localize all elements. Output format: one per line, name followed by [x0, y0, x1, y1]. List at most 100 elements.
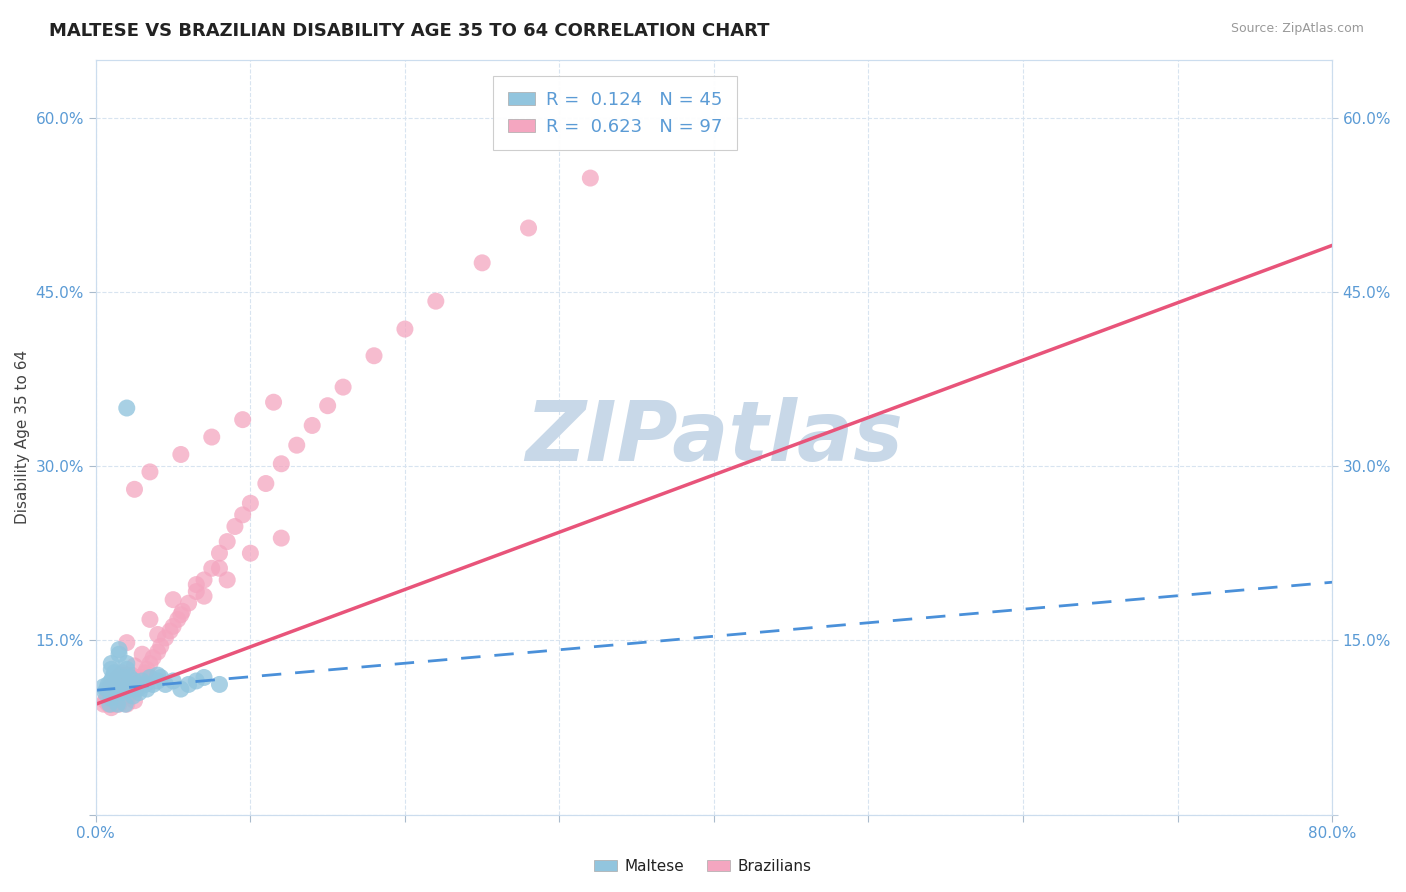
- Point: [98, 680, 121, 694]
- Point: [115, 697, 138, 711]
- Point: [232, 412, 254, 426]
- Point: [97, 677, 120, 691]
- Point: [104, 691, 127, 706]
- Point: [363, 349, 385, 363]
- Point: [104, 673, 127, 688]
- Point: [112, 682, 135, 697]
- Point: [124, 673, 146, 688]
- Point: [108, 682, 131, 697]
- Point: [170, 448, 193, 462]
- Point: [239, 496, 262, 510]
- Point: [118, 670, 141, 684]
- Point: [111, 685, 134, 699]
- Point: [115, 657, 138, 671]
- Point: [110, 668, 132, 682]
- Point: [115, 635, 138, 649]
- Point: [122, 677, 145, 691]
- Point: [103, 677, 125, 691]
- Point: [107, 670, 129, 684]
- Point: [201, 430, 224, 444]
- Point: [186, 577, 208, 591]
- Point: [201, 561, 224, 575]
- Point: [149, 670, 172, 684]
- Point: [100, 700, 122, 714]
- Point: [127, 682, 149, 697]
- Point: [270, 457, 292, 471]
- Legend: Maltese, Brazilians: Maltese, Brazilians: [588, 853, 818, 880]
- Point: [135, 662, 157, 676]
- Text: Source: ZipAtlas.com: Source: ZipAtlas.com: [1230, 22, 1364, 36]
- Point: [103, 665, 125, 680]
- Point: [139, 657, 162, 671]
- Point: [155, 677, 177, 691]
- Point: [118, 670, 141, 684]
- Point: [193, 589, 215, 603]
- Point: [94, 694, 117, 708]
- Point: [115, 401, 138, 415]
- Point: [100, 673, 122, 688]
- Point: [101, 682, 124, 697]
- Point: [107, 697, 129, 711]
- Point: [124, 673, 146, 688]
- Point: [193, 573, 215, 587]
- Point: [107, 689, 129, 703]
- Point: [217, 573, 239, 587]
- Point: [100, 691, 122, 706]
- Point: [134, 665, 156, 680]
- Point: [208, 546, 231, 560]
- Point: [100, 680, 122, 694]
- Point: [100, 657, 122, 671]
- Point: [112, 670, 135, 684]
- Point: [172, 604, 194, 618]
- Point: [332, 380, 354, 394]
- Point: [170, 682, 193, 697]
- Point: [177, 677, 200, 691]
- Point: [177, 596, 200, 610]
- Text: ZIPatlas: ZIPatlas: [524, 397, 903, 477]
- Point: [100, 697, 122, 711]
- Point: [111, 685, 134, 699]
- Point: [285, 438, 308, 452]
- Point: [186, 673, 208, 688]
- Point: [394, 322, 416, 336]
- Point: [120, 668, 142, 682]
- Point: [101, 670, 124, 684]
- Point: [96, 682, 118, 697]
- Point: [270, 531, 292, 545]
- Point: [232, 508, 254, 522]
- Point: [134, 677, 156, 691]
- Point: [162, 619, 184, 633]
- Point: [98, 694, 121, 708]
- Y-axis label: Disability Age 35 to 64: Disability Age 35 to 64: [15, 350, 30, 524]
- Point: [135, 682, 157, 697]
- Point: [579, 171, 602, 186]
- Point: [208, 677, 231, 691]
- Point: [125, 677, 148, 691]
- Point: [101, 697, 124, 711]
- Point: [139, 612, 162, 626]
- Point: [517, 221, 540, 235]
- Point: [131, 673, 153, 688]
- Point: [120, 682, 142, 697]
- Point: [124, 658, 146, 673]
- Point: [162, 592, 184, 607]
- Point: [111, 665, 134, 680]
- Point: [100, 685, 122, 699]
- Point: [118, 685, 141, 699]
- Point: [142, 677, 165, 691]
- Point: [193, 670, 215, 684]
- Point: [115, 662, 138, 676]
- Point: [96, 691, 118, 706]
- Point: [112, 670, 135, 684]
- Point: [120, 682, 142, 697]
- Point: [114, 697, 136, 711]
- Point: [127, 677, 149, 691]
- Point: [254, 476, 277, 491]
- Point: [131, 670, 153, 684]
- Point: [162, 673, 184, 688]
- Point: [108, 642, 131, 657]
- Point: [208, 561, 231, 575]
- Point: [104, 682, 127, 697]
- Point: [97, 685, 120, 699]
- Point: [128, 670, 150, 684]
